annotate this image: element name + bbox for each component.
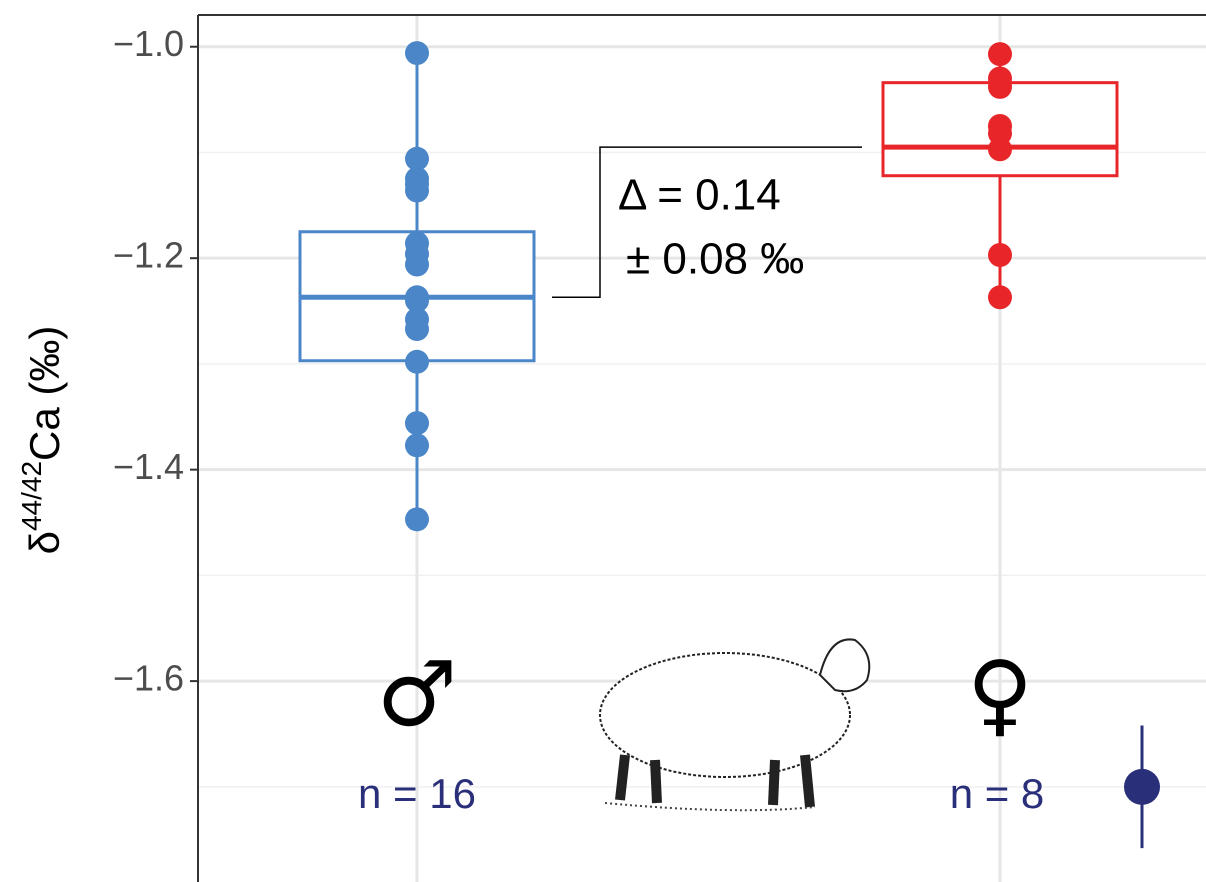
data-point <box>405 507 429 532</box>
plot-area: ♂ n = 16 ♀ n = 8 Δ = 0.14 ± 0.08 ‰ <box>298 41 1160 849</box>
y-tick-label: −1.0 <box>113 23 184 64</box>
data-point <box>405 252 429 277</box>
sheep-illustration <box>599 638 871 812</box>
annotation: Δ = 0.14 <box>618 171 781 220</box>
data-point <box>405 41 429 66</box>
data-point <box>405 178 429 203</box>
data-point <box>988 137 1012 162</box>
y-tick-label: −1.6 <box>113 658 184 699</box>
data-point <box>988 285 1012 310</box>
y-label-superscript: 44/42 <box>16 461 47 531</box>
y-label-text: Ca (‰) <box>21 326 68 461</box>
data-point <box>988 74 1012 99</box>
difference-bracket <box>552 146 862 299</box>
data-point <box>988 42 1012 67</box>
data-point <box>405 146 429 171</box>
data-point <box>988 243 1012 268</box>
error-point <box>1124 768 1160 805</box>
data-point <box>405 433 429 458</box>
category-symbol: ♀ <box>967 642 1033 747</box>
count-label: n = 16 <box>358 770 476 817</box>
data-point <box>405 349 429 374</box>
y-tick-label: −1.2 <box>113 235 184 276</box>
y-tick-label: −1.4 <box>113 446 184 487</box>
annotation: ± 0.08 ‰ <box>626 235 804 284</box>
category-symbol: ♂ <box>377 642 458 747</box>
data-point <box>405 317 429 342</box>
y-axis-label: δ44/42Ca (‰) <box>16 326 68 555</box>
data-point <box>405 288 429 313</box>
y-label-symbol: δ <box>21 531 68 554</box>
data-point <box>405 411 429 436</box>
count-label: n = 8 <box>950 770 1045 817</box>
